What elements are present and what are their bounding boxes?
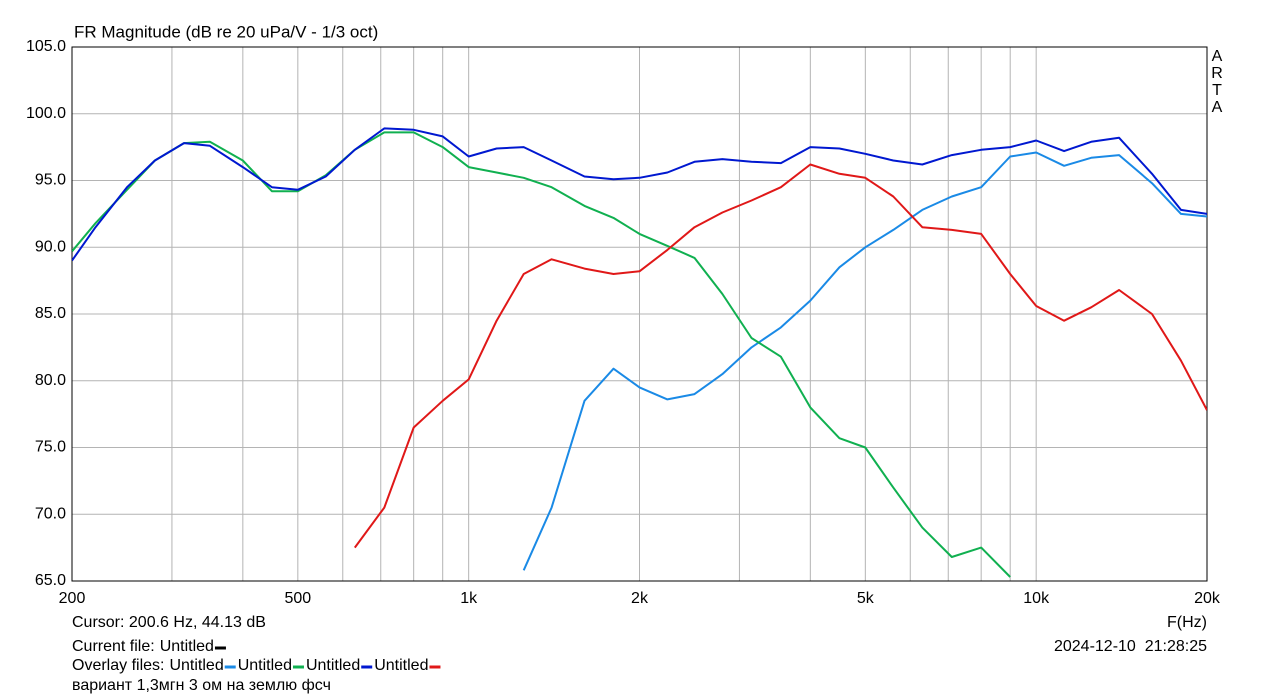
series-line xyxy=(72,127,1207,262)
y-tick-label: 95.0 xyxy=(35,172,66,189)
y-tick-label: 100.0 xyxy=(26,105,66,122)
y-tick-label: 80.0 xyxy=(35,372,66,389)
x-tick-label: 500 xyxy=(284,590,311,607)
series-line xyxy=(72,131,1011,578)
note: вариант 1,3мгн 3 ом на землю фсч xyxy=(72,677,331,694)
timestamp: 2024-12-10 21:28:25 xyxy=(1054,638,1207,655)
legend-entry: Untitled xyxy=(238,657,292,674)
series-line xyxy=(353,163,1207,549)
current-file-name: Untitled xyxy=(160,638,214,655)
plot-frame xyxy=(71,46,1208,582)
legend-entry: Untitled xyxy=(306,657,360,674)
cursor-readout: Cursor: 200.6 Hz, 44.13 dB xyxy=(72,614,266,631)
chart-title: FR Magnitude (dB re 20 uPa/V - 1/3 oct) xyxy=(74,22,378,41)
y-tick-label: 85.0 xyxy=(35,305,66,322)
y-tick-label: 90.0 xyxy=(35,238,66,255)
y-tick-label: 65.0 xyxy=(35,572,66,589)
x-tick-label: 200 xyxy=(59,590,86,607)
x-tick-label: 10k xyxy=(1023,590,1050,607)
series-line xyxy=(522,151,1207,571)
x-axis-label: F(Hz) xyxy=(1167,614,1207,631)
y-tick-label: 105.0 xyxy=(26,38,66,55)
x-tick-label: 1k xyxy=(460,590,478,607)
x-tick-label: 20k xyxy=(1194,590,1221,607)
y-tick-label: 75.0 xyxy=(35,439,66,456)
x-tick-label: 2k xyxy=(631,590,649,607)
legend-entry: Untitled xyxy=(169,657,223,674)
legend-entry: Untitled xyxy=(374,657,428,674)
plot-area xyxy=(72,127,1207,578)
overlay-label: Overlay files: xyxy=(72,657,164,674)
x-tick-label: 5k xyxy=(857,590,875,607)
y-tick-label: 70.0 xyxy=(35,505,66,522)
current-file-label: Current file: xyxy=(72,638,155,655)
